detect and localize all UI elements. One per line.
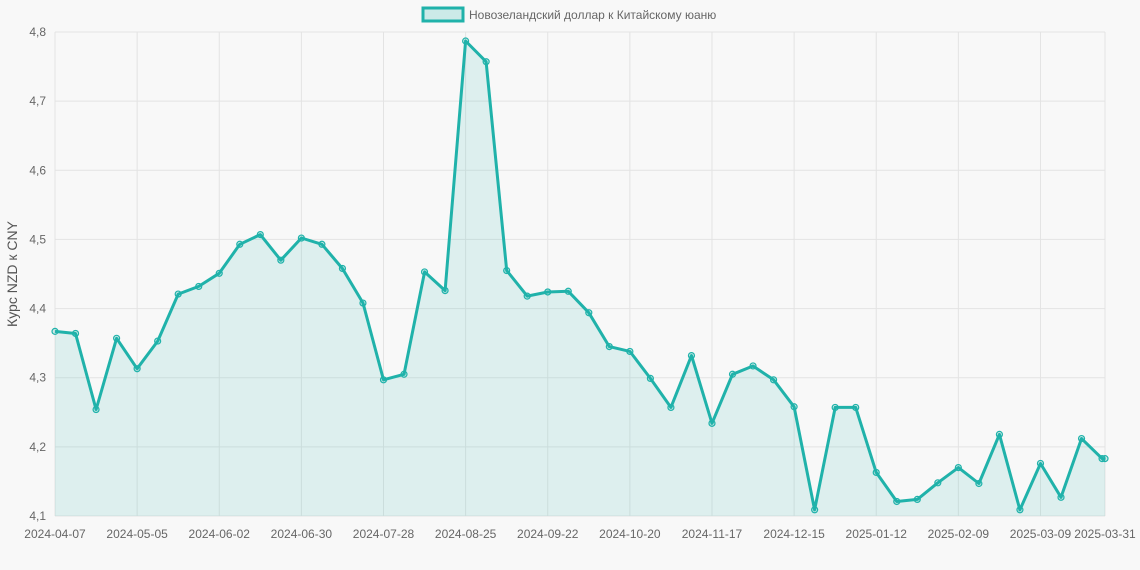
data-point[interactable] [154,337,162,345]
data-point[interactable] [1016,506,1024,514]
y-tick-label: 4,7 [29,94,46,108]
data-point[interactable] [338,264,347,273]
data-point[interactable] [585,309,593,317]
data-point[interactable] [626,347,634,356]
data-point[interactable] [297,234,305,242]
y-tick-label: 4,1 [29,509,46,523]
data-point[interactable] [544,288,552,296]
data-point[interactable] [893,497,901,506]
x-tick-label: 2024-11-17 [682,527,743,541]
series-area-fill [55,41,1105,516]
y-tick-label: 4,2 [29,440,46,454]
y-tick-label: 4,4 [29,302,46,316]
data-point[interactable] [195,282,203,291]
x-tick-label: 2024-06-02 [189,527,251,541]
y-tick-label: 4,6 [29,163,46,177]
data-point[interactable] [379,376,388,384]
x-tick-label: 2025-01-12 [846,527,908,541]
legend-entry-label: Новозеландский доллар к Китайскому юаню [469,8,716,22]
x-tick-label: 2024-08-25 [435,527,497,541]
legend-swatch [421,6,465,23]
data-point[interactable] [462,37,470,45]
x-tick-label: 2024-07-28 [353,527,415,541]
data-point[interactable] [1077,434,1086,443]
data-point[interactable] [277,256,285,264]
data-point[interactable] [256,230,264,239]
data-point[interactable] [646,374,654,383]
y-tick-label: 4,5 [29,232,46,246]
data-point[interactable] [708,419,716,427]
data-point[interactable] [1101,455,1109,463]
data-point[interactable] [1057,493,1065,501]
data-point[interactable] [51,327,59,335]
data-point[interactable] [913,495,921,504]
data-point[interactable] [728,370,737,378]
x-tick-label: 2024-12-15 [763,527,825,541]
data-point[interactable] [605,343,613,351]
data-point[interactable] [687,351,696,360]
data-point[interactable] [215,269,223,277]
data-point[interactable] [359,299,367,307]
data-point[interactable] [667,403,675,412]
data-point[interactable] [872,468,880,477]
data-point[interactable] [749,362,757,370]
series-points [51,37,1109,514]
x-axis-ticks: 2024-04-07 2024-05-05 2024-06-02 2024-06-30… [24,527,1136,541]
data-point[interactable] [71,329,80,338]
data-point[interactable] [954,464,962,472]
data-point[interactable] [811,506,819,514]
data-point[interactable] [174,290,182,298]
grid [54,31,1106,517]
x-tick-label: 2025-02-09 [928,527,990,541]
x-tick-label: 2024-05-05 [106,527,168,541]
x-tick-label: 2024-04-07 [24,527,86,541]
data-point[interactable] [790,403,798,411]
data-point[interactable] [400,370,408,378]
y-axis-title: Курс NZD к CNY [4,220,20,327]
data-point[interactable] [133,365,141,373]
data-point[interactable] [318,240,326,248]
data-point[interactable] [995,430,1004,439]
x-tick-label: 2025-03-31 [1074,527,1136,541]
data-point[interactable] [92,405,100,414]
data-point[interactable] [769,376,778,384]
data-point[interactable] [564,287,572,295]
x-tick-label: 2024-06-30 [271,527,333,541]
x-tick-label: 2025-03-09 [1010,527,1072,541]
data-point[interactable] [975,479,983,488]
data-point[interactable] [934,479,942,487]
data-point[interactable] [236,240,244,248]
data-point[interactable] [441,286,449,295]
legend[interactable]: Новозеландский доллар к Китайскому юаню [421,6,716,23]
x-tick-label: 2024-09-22 [517,527,579,541]
data-point[interactable] [831,403,839,412]
data-point[interactable] [503,266,511,275]
data-point[interactable] [112,334,121,342]
y-axis-ticks: 4,1 4,2 4,3 4,4 4,5 4,6 4,7 4,8 [29,25,46,523]
y-tick-label: 4,8 [29,25,46,39]
data-point[interactable] [420,268,429,276]
y-tick-label: 4,3 [29,371,46,385]
data-point[interactable] [1036,459,1045,468]
data-point[interactable] [852,403,860,412]
x-tick-label: 2024-10-20 [599,527,661,541]
data-point[interactable] [523,292,531,300]
series-line [54,39,1105,512]
data-point[interactable] [482,58,490,66]
